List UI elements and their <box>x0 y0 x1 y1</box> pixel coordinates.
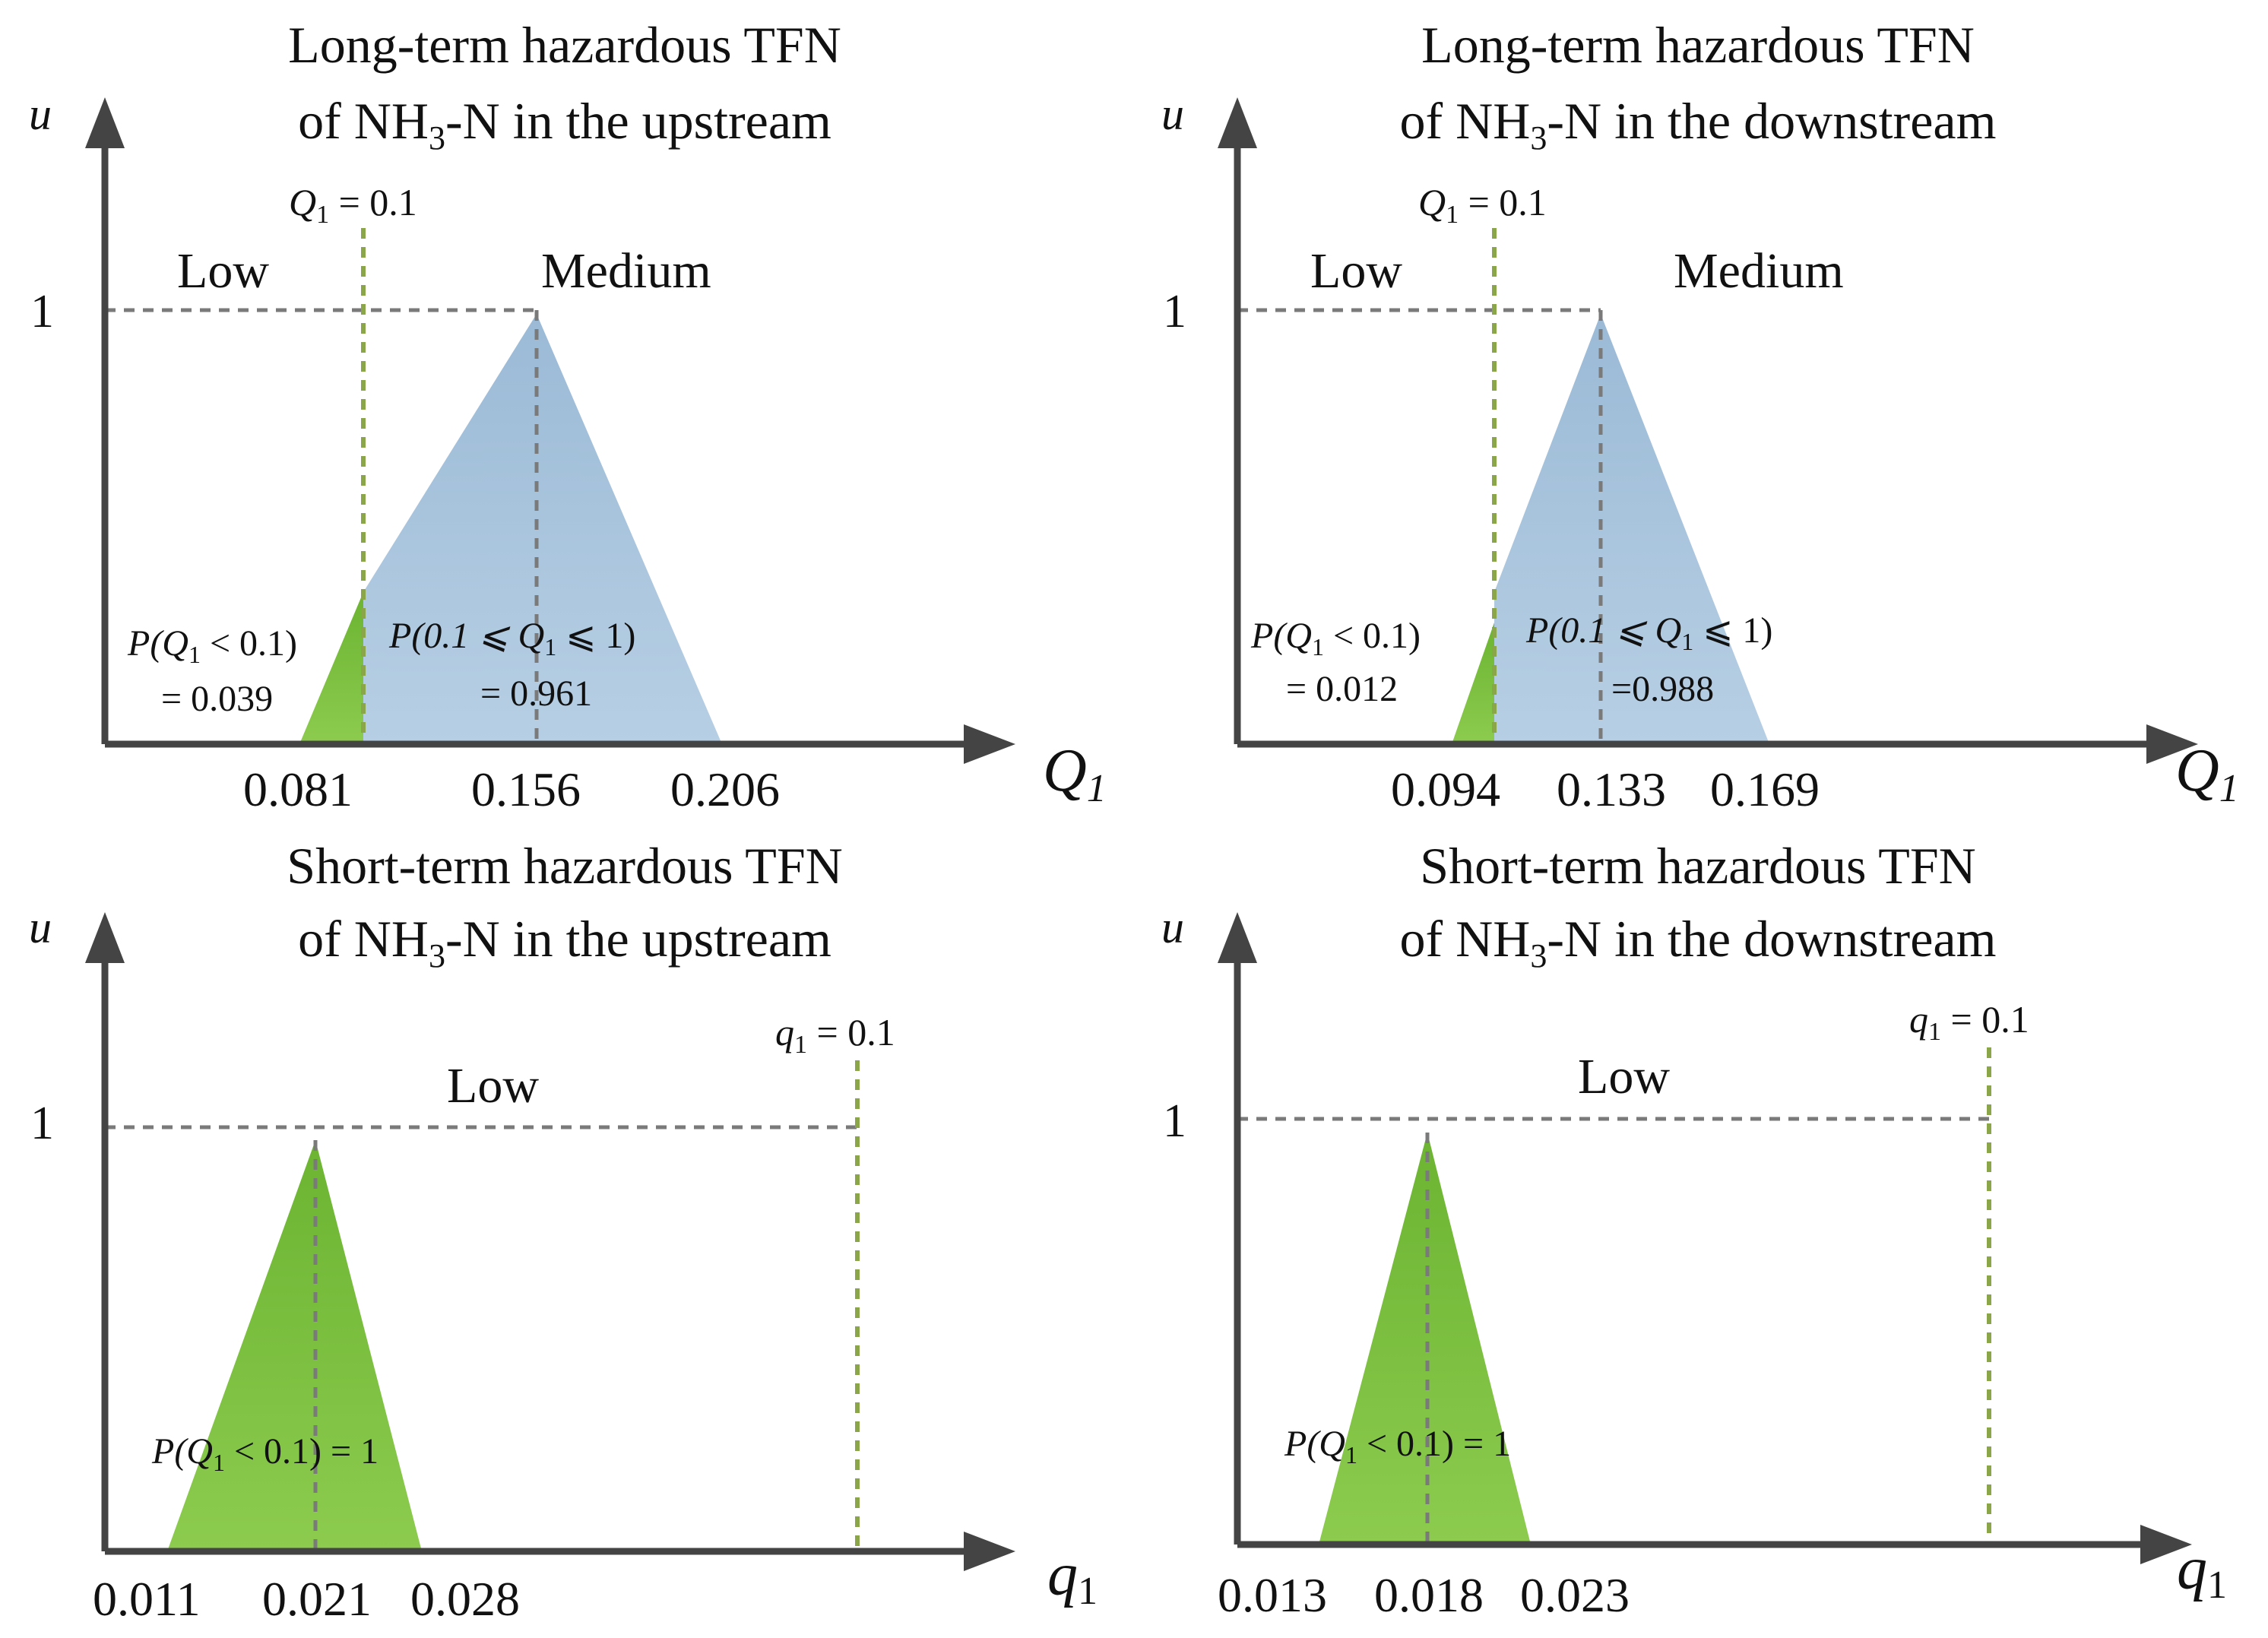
panel-title-line2: of NH3-N in the upstream <box>298 910 831 974</box>
x-tick-label: 0.156 <box>471 762 581 816</box>
y-tick-one: 1 <box>30 1098 54 1149</box>
x-tick-label: 0.011 <box>93 1572 201 1626</box>
y-axis-arrow <box>1218 912 1257 963</box>
x-axis-arrow <box>964 1532 1015 1571</box>
panel-title-line2: of NH3-N in the downstream <box>1400 910 1997 974</box>
y-axis-arrow <box>85 912 125 963</box>
prob-low-label: P(Q1 < 0.1) <box>1250 616 1421 661</box>
y-axis-arrow <box>85 97 125 148</box>
threshold-label: Q1 = 0.1 <box>289 181 417 229</box>
prob-low-label: P(Q1 < 0.1) <box>127 623 297 668</box>
panel-title-line1: Short-term hazardous TFN <box>287 837 843 895</box>
x-axis-arrow <box>2146 724 2198 764</box>
region-low-label: Low <box>1310 243 1402 299</box>
x-axis-arrow <box>964 724 1015 764</box>
panel-title-line2: of NH3-N in the downstream <box>1400 92 1997 157</box>
region-low-label: Low <box>447 1058 539 1114</box>
panel-title-line1: Long-term hazardous TFN <box>288 16 841 74</box>
panel-title-line1: Short-term hazardous TFN <box>1420 837 1976 895</box>
x-axis-label: Q1 <box>1043 737 1107 810</box>
threshold-label: Q1 = 0.1 <box>1418 181 1547 229</box>
prob-low-label: P(Q1 < 0.1) = 1 <box>1284 1424 1511 1468</box>
low-region-fill <box>1319 1133 1531 1545</box>
medium-region-fill <box>363 314 722 744</box>
prob-medium-label: P(0.1 ⩽ Q1 ⩽ 1) <box>1525 610 1772 655</box>
x-axis-label: Q1 <box>2175 737 2239 810</box>
prob-medium-value: = 0.961 <box>480 673 592 714</box>
x-tick-label: 0.094 <box>1391 762 1500 816</box>
panel-short-term-upstream: Short-term hazardous TFN of NH3-N in the… <box>29 837 1098 1626</box>
x-tick-label: 0.081 <box>243 762 353 816</box>
x-tick-label: 0.021 <box>262 1572 372 1626</box>
panel-long-term-downstream: Long-term hazardous TFN of NH3-N in the … <box>1161 16 2239 816</box>
region-low-label: Low <box>1578 1049 1670 1104</box>
prob-low-value: = 0.012 <box>1286 669 1398 709</box>
x-tick-label: 0.133 <box>1557 762 1666 816</box>
x-axis-label: q1 <box>1047 1541 1098 1613</box>
x-tick-label: 0.028 <box>410 1572 520 1626</box>
y-axis-arrow <box>1218 97 1257 148</box>
y-axis-label: u <box>1161 902 1184 952</box>
region-medium-label: Medium <box>541 243 711 299</box>
prob-medium-value: =0.988 <box>1611 669 1714 709</box>
low-region-fill <box>167 1140 422 1551</box>
prob-medium-label: P(0.1 ⩽ Q1 ⩽ 1) <box>388 616 635 661</box>
region-low-label: Low <box>177 243 269 299</box>
y-tick-one: 1 <box>1163 1095 1186 1147</box>
y-axis-label: u <box>29 89 52 139</box>
panel-title-line1: Long-term hazardous TFN <box>1421 16 1975 74</box>
prob-low-value: = 0.039 <box>161 679 273 719</box>
threshold-label: q1 = 0.1 <box>775 1011 895 1059</box>
low-region-fill <box>299 592 363 744</box>
y-axis-label: u <box>1161 89 1184 139</box>
y-axis-label: u <box>29 902 52 952</box>
low-region-fill <box>1452 623 1494 744</box>
panel-long-term-upstream: Long-term hazardous TFN of NH3-N in the … <box>29 16 1107 816</box>
threshold-label: q1 = 0.1 <box>1909 998 2029 1046</box>
x-tick-label: 0.013 <box>1218 1568 1327 1622</box>
x-tick-label: 0.023 <box>1520 1568 1630 1622</box>
x-axis-arrow <box>2140 1525 2192 1564</box>
panel-short-term-downstream: Short-term hazardous TFN of NH3-N in the… <box>1161 837 2227 1622</box>
panel-title-line2: of NH3-N in the upstream <box>298 92 831 157</box>
region-medium-label: Medium <box>1674 243 1844 299</box>
x-tick-label: 0.169 <box>1710 762 1820 816</box>
y-tick-one: 1 <box>30 286 54 337</box>
x-tick-label: 0.018 <box>1374 1568 1484 1622</box>
y-tick-one: 1 <box>1163 286 1186 337</box>
x-axis-label: q1 <box>2177 1535 2227 1607</box>
prob-low-label: P(Q1 < 0.1) = 1 <box>151 1431 379 1476</box>
x-tick-label: 0.206 <box>670 762 780 816</box>
medium-region-fill <box>1494 314 1769 744</box>
